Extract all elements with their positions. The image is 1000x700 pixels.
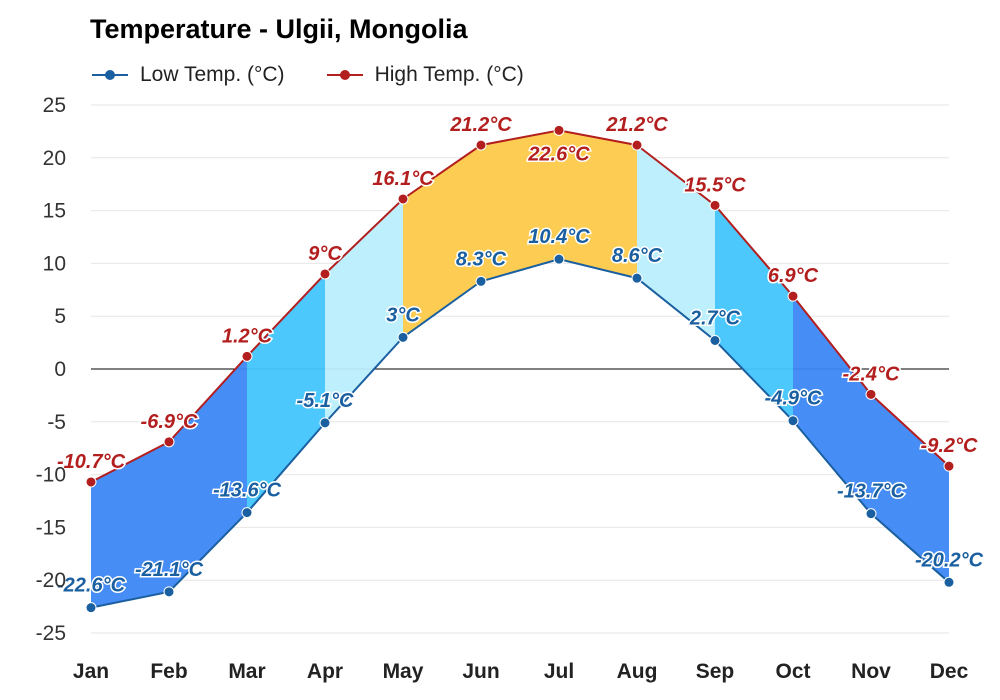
low-temp-point-dec <box>943 576 955 588</box>
x-tick-label-nov: Nov <box>851 660 891 683</box>
low-temp-label-dec: -20.2°C <box>915 549 984 571</box>
high-temp-point-nov <box>865 388 877 400</box>
y-tick-label: 0 <box>54 358 66 381</box>
temp-band-may <box>403 145 481 338</box>
x-tick-label-oct: Oct <box>775 660 810 683</box>
low-temp-point-jul <box>553 253 565 265</box>
x-tick-label-apr: Apr <box>307 660 343 683</box>
low-temp-label-may: 3°C <box>386 304 420 326</box>
temp-band-sep <box>715 205 793 421</box>
axis-layer: 25 20 15 10 5 0 -5 -10 -15 -20 -25 Jan Feb Mar Apr May J… <box>36 94 969 683</box>
x-tick-label-sep: Sep <box>696 660 735 683</box>
y-tick-label: -15 <box>36 516 66 539</box>
y-tick-label: 20 <box>43 147 66 170</box>
low-temp-label-jul: 10.4°C <box>528 226 590 248</box>
low-temp-label-apr: -5.1°C <box>297 390 354 412</box>
label-layer: -10.7°C -6.9°C 1.2°C 9°C 16.1°C 21.2°C 22.6°C 2… <box>55 113 985 599</box>
high-temp-point-apr <box>319 268 331 280</box>
low-temp-point-jun <box>475 275 487 287</box>
low-temp-point-jan <box>85 602 97 614</box>
high-temp-label-may: 16.1°C <box>372 168 434 190</box>
x-tick-label-jan: Jan <box>73 660 109 683</box>
legend-swatch-low <box>92 70 128 80</box>
x-tick-label-jun: Jun <box>462 660 499 683</box>
high-temp-point-may <box>397 193 409 205</box>
y-tick-label: 25 <box>43 94 66 117</box>
low-temp-label-mar: -13.6°C <box>213 480 282 502</box>
high-temp-point-mar <box>241 350 253 362</box>
y-tick-label: 10 <box>43 252 66 275</box>
legend-label-low: Low Temp. (°C) <box>140 63 285 86</box>
high-temp-point-jul <box>553 124 565 136</box>
high-temp-label-nov: -2.4°C <box>843 363 900 385</box>
low-temp-label-jun: 8.3°C <box>456 248 507 270</box>
low-temp-point-feb <box>163 586 175 598</box>
temp-band-apr <box>325 198 403 423</box>
low-temp-point-mar <box>241 507 253 519</box>
high-temp-point-sep <box>709 199 721 211</box>
y-tick-label: 15 <box>43 200 66 223</box>
temp-band-nov <box>871 394 949 583</box>
legend-label-high: High Temp. (°C) <box>374 63 524 86</box>
low-temp-label-feb: -21.1°C <box>135 559 204 581</box>
high-temp-label-jun: 21.2°C <box>449 114 512 136</box>
x-tick-label-feb: Feb <box>150 660 187 683</box>
x-tick-label-aug: Aug <box>617 660 658 683</box>
line-layer <box>90 129 950 609</box>
high-temp-line <box>90 129 950 483</box>
legend-item-low[interactable]: Low Temp. (°C) <box>90 63 285 87</box>
low-temp-point-may <box>397 331 409 343</box>
legend-swatch-high <box>326 70 363 80</box>
high-temp-point-feb <box>163 436 175 448</box>
x-tick-label-dec: Dec <box>930 660 969 683</box>
temp-band-mar <box>247 273 325 513</box>
temp-band-feb <box>169 356 247 592</box>
temp-band-jun <box>481 130 559 282</box>
temp-band-jan <box>91 441 169 608</box>
band-layer <box>91 130 949 608</box>
point-layer <box>85 124 955 614</box>
x-tick-label-may: May <box>383 660 424 683</box>
low-temp-label-sep: 2.7°C <box>689 307 741 329</box>
low-temp-point-nov <box>865 508 877 520</box>
y-tick-label: -5 <box>47 411 66 434</box>
high-temp-label-mar: 1.2°C <box>222 325 273 347</box>
high-temp-label-aug: 21.2°C <box>605 114 668 136</box>
x-tick-label-mar: Mar <box>228 660 265 683</box>
low-temp-point-oct <box>787 415 799 427</box>
x-tick-label-jul: Jul <box>544 660 574 683</box>
high-temp-point-jan <box>85 476 97 488</box>
high-temp-label-sep: 15.5°C <box>684 174 746 196</box>
high-temp-label-jul: 22.6°C <box>527 143 590 165</box>
low-temp-label-aug: 8.6°C <box>612 245 663 267</box>
y-tick-label: -10 <box>36 464 66 487</box>
low-temp-point-apr <box>319 417 331 429</box>
high-temp-label-feb: -6.9°C <box>141 411 198 433</box>
low-temp-point-sep <box>709 334 721 346</box>
low-temp-point-aug <box>631 272 643 284</box>
high-temp-point-dec <box>943 460 955 472</box>
temp-band-jul <box>559 130 637 279</box>
legend: Low Temp. (°C) High Temp. (°C) <box>90 60 564 90</box>
y-tick-label: -25 <box>36 622 66 645</box>
high-temp-label-apr: 9°C <box>308 243 342 265</box>
high-temp-label-jan: -10.7°C <box>57 451 126 473</box>
chart-title: Temperature - Ulgii, Mongolia <box>90 14 468 44</box>
legend-item-high[interactable]: High Temp. (°C) <box>325 63 524 87</box>
y-tick-label: -20 <box>36 569 66 592</box>
high-temp-label-oct: 6.9°C <box>768 265 819 287</box>
high-temp-point-aug <box>631 139 643 151</box>
low-temp-line <box>90 258 950 609</box>
low-temp-label-oct: -4.9°C <box>765 388 822 410</box>
low-temp-label-nov: -13.7°C <box>837 481 906 503</box>
high-temp-point-jun <box>475 139 487 151</box>
high-temp-label-dec: -9.2°C <box>921 435 978 457</box>
temp-band-aug <box>637 145 715 341</box>
y-tick-label: 5 <box>54 305 66 328</box>
low-temp-label-jan: -22.6°C <box>57 575 126 597</box>
high-temp-point-oct <box>787 290 799 302</box>
temp-band-oct <box>793 296 871 514</box>
